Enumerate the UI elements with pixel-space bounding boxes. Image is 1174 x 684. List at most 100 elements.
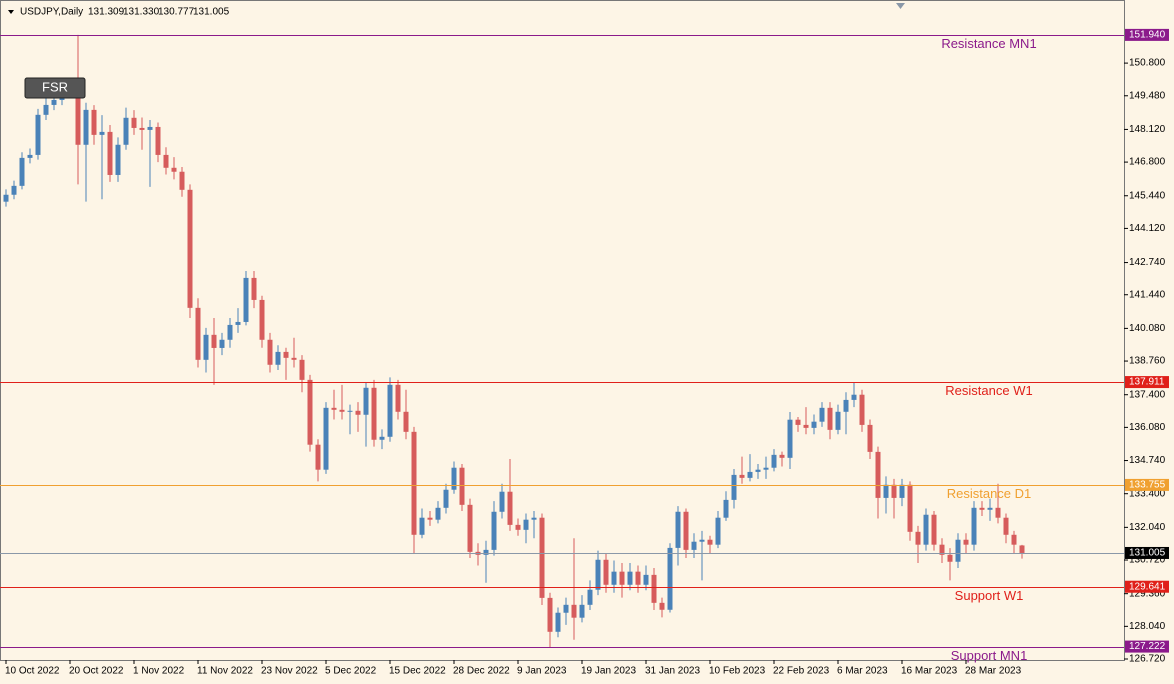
candle-body bbox=[75, 84, 81, 145]
candle-body bbox=[3, 194, 9, 202]
candle-body bbox=[747, 471, 753, 478]
y-tick-label: 144.120 bbox=[1129, 223, 1166, 234]
candle-body bbox=[571, 604, 577, 618]
candle-body bbox=[667, 547, 673, 610]
ohlc-high: 131.330 bbox=[123, 7, 160, 18]
candle-body bbox=[467, 504, 473, 552]
ohlc-open: 131.309 bbox=[88, 7, 125, 18]
candle-body bbox=[459, 467, 465, 505]
price-box-label: 127.222 bbox=[1129, 641, 1166, 652]
candle-body bbox=[139, 127, 145, 130]
y-tick-label: 129.360 bbox=[1129, 588, 1166, 599]
candle-body bbox=[771, 454, 777, 468]
candle-body bbox=[707, 539, 713, 545]
candle-body bbox=[419, 517, 425, 535]
candle-body bbox=[171, 167, 177, 172]
x-tick-label: 10 Feb 2023 bbox=[709, 666, 766, 677]
price-box-label: 131.005 bbox=[1129, 548, 1166, 559]
candle-body bbox=[563, 604, 569, 613]
candle-body bbox=[803, 424, 809, 428]
x-tick-label: 28 Mar 2023 bbox=[965, 666, 1022, 677]
candle-body bbox=[763, 467, 769, 470]
candle-body bbox=[91, 109, 97, 135]
candle-body bbox=[539, 517, 545, 598]
menu-arrow[interactable] bbox=[8, 10, 14, 14]
candle-body bbox=[987, 507, 993, 510]
candle-body bbox=[291, 357, 297, 360]
candle-body bbox=[875, 451, 881, 498]
candle-body bbox=[675, 511, 681, 548]
candle-body bbox=[259, 299, 265, 340]
y-tick-label: 137.400 bbox=[1129, 389, 1166, 400]
x-tick-label: 22 Feb 2023 bbox=[773, 666, 830, 677]
candle-body bbox=[251, 277, 257, 300]
price-box bbox=[1125, 640, 1169, 653]
candle-body bbox=[363, 387, 369, 415]
symbol: USDJPY,Daily bbox=[20, 7, 83, 18]
candle-body bbox=[283, 351, 289, 358]
candle-body bbox=[379, 436, 385, 440]
y-tick-label: 126.720 bbox=[1129, 654, 1166, 665]
candle-body bbox=[787, 419, 793, 458]
fsr-button-label[interactable]: FSR bbox=[42, 79, 68, 94]
x-tick-label: 20 Oct 2022 bbox=[69, 666, 124, 677]
y-tick-label: 133.400 bbox=[1129, 488, 1166, 499]
shift-marker bbox=[896, 3, 905, 9]
candle-body bbox=[339, 409, 345, 412]
candle-body bbox=[163, 154, 169, 168]
candle-body bbox=[147, 126, 153, 130]
candle-body bbox=[547, 597, 553, 632]
price-box-label: 133.755 bbox=[1129, 480, 1166, 491]
y-tick-label: 148.120 bbox=[1129, 124, 1166, 135]
candle-body bbox=[947, 554, 953, 562]
y-tick-label: 128.040 bbox=[1129, 621, 1166, 632]
level-name: Resistance D1 bbox=[947, 486, 1032, 501]
candle-body bbox=[851, 394, 857, 400]
candle-body bbox=[195, 307, 201, 360]
candles bbox=[3, 34, 1025, 648]
candle-body bbox=[579, 604, 585, 618]
candle-body bbox=[187, 189, 193, 308]
candle-body bbox=[915, 531, 921, 545]
ohlc-low: 130.777 bbox=[158, 7, 195, 18]
y-tick-label: 136.080 bbox=[1129, 422, 1166, 433]
price-box-label: 151.940 bbox=[1129, 30, 1166, 41]
candle-body bbox=[523, 519, 529, 530]
candle-body bbox=[635, 571, 641, 585]
candle-body bbox=[611, 571, 617, 585]
candle-body bbox=[19, 157, 25, 186]
candle-body bbox=[507, 491, 513, 525]
y-tick-label: 130.720 bbox=[1129, 555, 1166, 566]
candle-body bbox=[107, 131, 113, 175]
plot-frame bbox=[0, 0, 1125, 661]
candle-body bbox=[355, 410, 361, 415]
candle-body bbox=[1003, 517, 1009, 535]
candle-body bbox=[347, 410, 353, 412]
candle-body bbox=[923, 514, 929, 545]
candle-body bbox=[499, 491, 505, 512]
candle-body bbox=[515, 524, 521, 530]
candle-body bbox=[243, 277, 249, 322]
candle-body bbox=[395, 384, 401, 412]
candle-body bbox=[795, 419, 801, 425]
candle-body bbox=[315, 444, 321, 470]
x-tick-label: 5 Dec 2022 bbox=[325, 666, 377, 677]
fsr-button[interactable] bbox=[24, 77, 86, 99]
candle-body bbox=[691, 541, 697, 550]
candle-body bbox=[131, 117, 137, 128]
candle-body bbox=[779, 454, 785, 458]
y-tick-label: 150.800 bbox=[1129, 58, 1166, 69]
candle-body bbox=[427, 517, 433, 520]
x-tick-label: 28 Dec 2022 bbox=[453, 666, 510, 677]
ohlc-close: 131.005 bbox=[193, 7, 230, 18]
candle-body bbox=[43, 104, 49, 115]
x-tick-label: 15 Dec 2022 bbox=[389, 666, 446, 677]
candle-body bbox=[275, 351, 281, 365]
candle-body bbox=[51, 99, 57, 105]
price-box bbox=[1125, 376, 1169, 389]
y-tick-label: 138.760 bbox=[1129, 356, 1166, 367]
candle-body bbox=[619, 571, 625, 585]
candle-body bbox=[659, 602, 665, 610]
candle-body bbox=[35, 114, 41, 155]
candle-body bbox=[595, 559, 601, 590]
